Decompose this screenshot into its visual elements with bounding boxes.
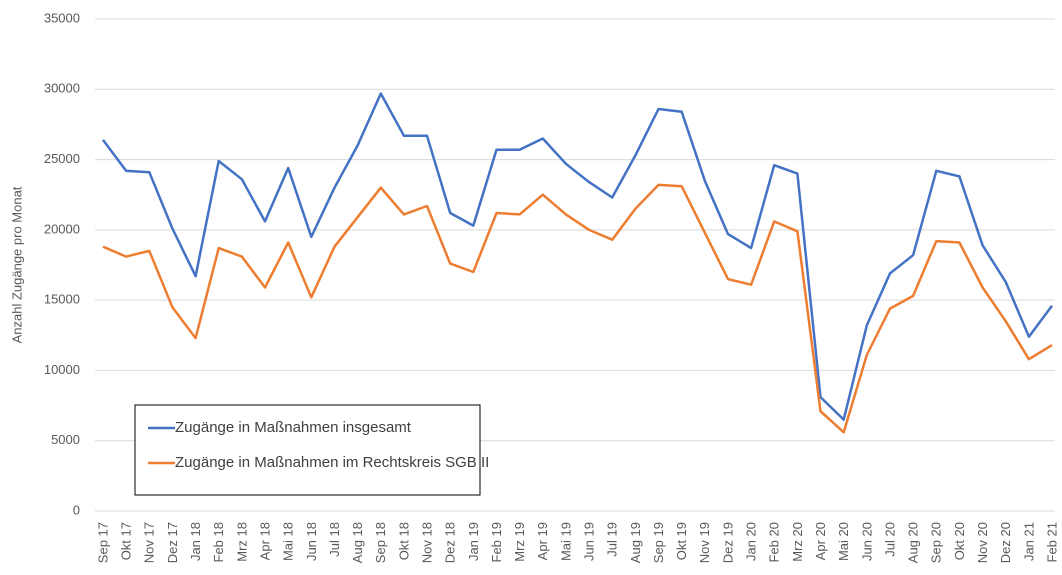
y-tick-label: 10000 [44,362,80,377]
y-tick-label: 35000 [44,10,80,25]
x-tick-label: Jan 19 [466,522,481,561]
x-tick-label: Jun 18 [304,522,319,561]
x-tick-label: Okt 20 [952,522,967,560]
x-tick-label: Nov 18 [419,522,434,563]
x-tick-label: Jul 20 [882,522,897,557]
x-tick-label: Feb 21 [1044,522,1059,562]
x-tick-label: Nov 17 [142,522,157,563]
y-tick-label: 15000 [44,292,80,307]
series-line [102,183,1053,434]
x-tick-label: Feb 20 [767,522,782,562]
x-tick-label: Aug 19 [628,522,643,563]
x-tick-label: Jan 20 [744,522,759,561]
x-tick-label: Dez 20 [998,522,1013,563]
x-tick-label: Aug 20 [906,522,921,563]
x-tick-label: Jun 20 [859,522,874,561]
x-tick-label: Mai 20 [836,522,851,561]
y-tick-label: 25000 [44,151,80,166]
y-tick-label: 5000 [51,432,80,447]
x-tick-label: Mrz 20 [790,522,805,562]
x-tick-label: Sep 19 [651,522,666,563]
x-tick-label: Jan 21 [1021,522,1036,561]
x-tick-label: Jul 18 [327,522,342,557]
x-tick-label: Okt 19 [674,522,689,560]
x-tick-label: Sep 18 [373,522,388,563]
x-tick-label: Jun 19 [582,522,597,561]
x-tick-label: Dez 19 [720,522,735,563]
x-tick-label: Apr 18 [257,522,272,560]
x-tick-label: Dez 17 [165,522,180,563]
legend-label: Zugänge in Maßnahmen im Rechtskreis SGB … [175,454,489,471]
x-tick-label: Mai 18 [281,522,296,561]
y-tick-label: 20000 [44,221,80,236]
x-tick-label: Sep 20 [929,522,944,563]
x-tick-label: Mrz 18 [234,522,249,562]
x-tick-label: Jan 18 [188,522,203,561]
x-tick-label: Aug 18 [350,522,365,563]
x-tick-label: Nov 20 [975,522,990,563]
x-tick-label: Apr 19 [535,522,550,560]
x-tick-label: Mai 19 [558,522,573,561]
x-tick-label: Dez 18 [443,522,458,563]
legend-box [134,404,481,496]
x-tick-label: Jul 19 [605,522,620,557]
y-tick-label: 30000 [44,81,80,96]
x-tick-label: Feb 19 [489,522,504,562]
y-tick-label: 0 [73,502,80,517]
series-line [101,92,1054,421]
x-tick-label: Apr 20 [813,522,828,560]
x-tick-label: Okt 18 [396,522,411,560]
legend-label: Zugänge in Maßnahmen insgesamt [175,419,412,436]
y-axis-label: Anzahl Zugänge pro Monat [9,186,24,343]
x-tick-label: Feb 18 [211,522,226,562]
x-tick-label: Sep 17 [95,522,110,563]
x-tick-label: Mrz 19 [512,522,527,562]
x-tick-label: Okt 17 [119,522,134,560]
x-tick-label: Nov 19 [697,522,712,563]
